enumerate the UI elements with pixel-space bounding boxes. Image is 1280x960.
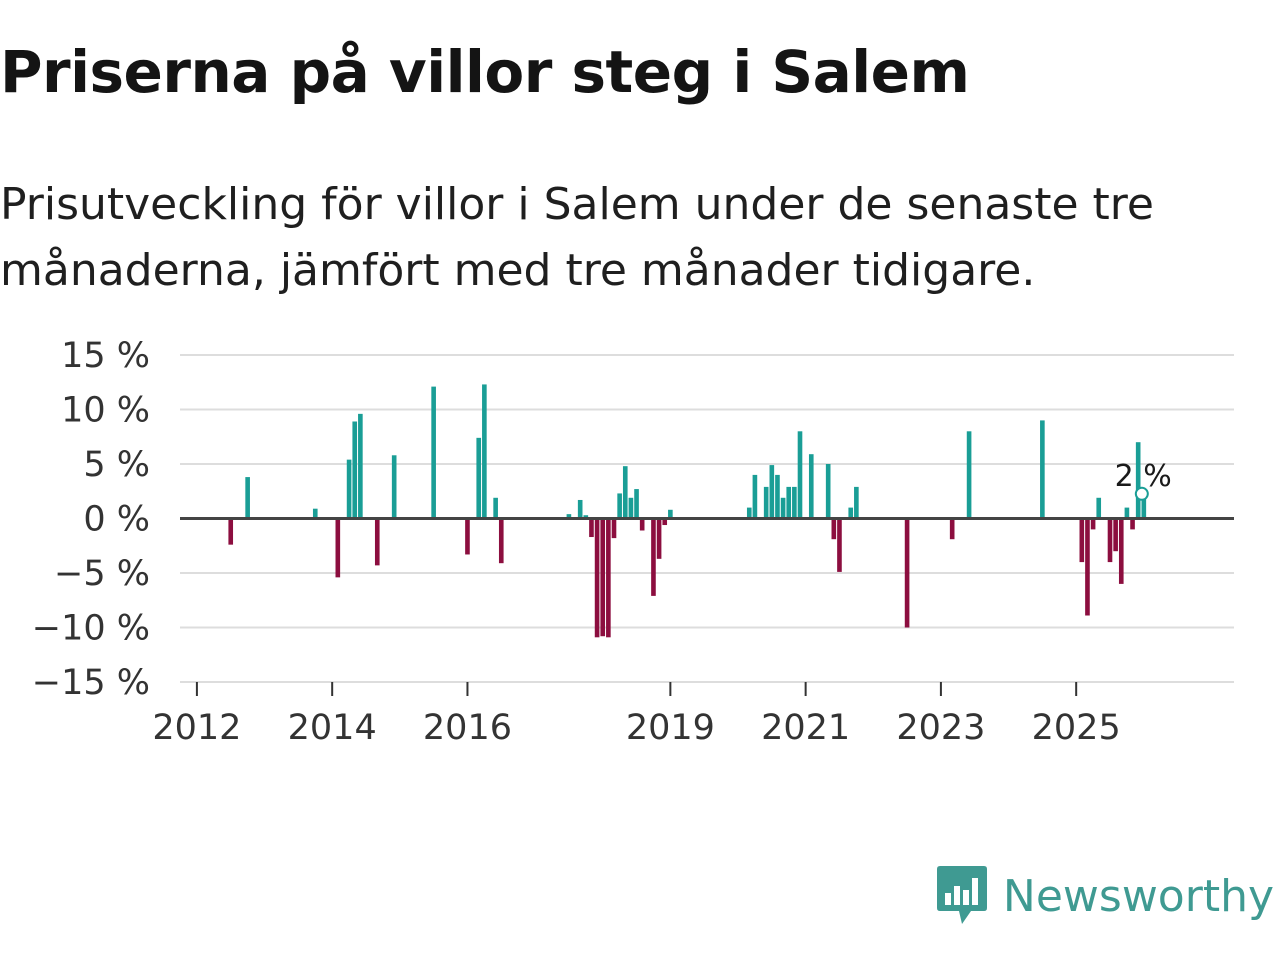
bar bbox=[335, 518, 341, 578]
bar bbox=[606, 518, 611, 638]
y-tick-label: −15 % bbox=[32, 663, 150, 703]
bar bbox=[622, 466, 628, 519]
bar bbox=[589, 518, 594, 538]
bar bbox=[854, 486, 859, 519]
bars bbox=[228, 384, 1147, 638]
bar bbox=[831, 518, 837, 540]
x-tick-label: 2025 bbox=[1032, 708, 1121, 748]
bar bbox=[628, 497, 634, 519]
bar bbox=[498, 518, 504, 564]
bar bbox=[566, 514, 572, 519]
bar bbox=[1079, 518, 1085, 563]
bar bbox=[966, 431, 972, 519]
newsworthy-logo-icon bbox=[936, 866, 987, 924]
bar bbox=[583, 515, 589, 519]
brand-name: Newsworthy bbox=[1002, 870, 1274, 922]
bar bbox=[746, 507, 752, 519]
x-tick-label: 2021 bbox=[761, 708, 850, 748]
bar bbox=[786, 486, 792, 519]
bar bbox=[797, 431, 803, 519]
bar bbox=[465, 518, 470, 555]
bar bbox=[792, 486, 797, 519]
y-tick-label: 10 % bbox=[61, 391, 150, 431]
bar bbox=[949, 518, 955, 540]
bar bbox=[651, 518, 656, 596]
bar bbox=[1118, 518, 1124, 584]
bar bbox=[493, 497, 498, 519]
bar bbox=[1090, 518, 1096, 530]
x-tick-label: 2019 bbox=[626, 708, 715, 748]
bar bbox=[634, 489, 639, 519]
bar bbox=[1130, 518, 1135, 530]
chart-subtitle: Prisutveckling för villor i Salem under … bbox=[0, 179, 1154, 296]
bar bbox=[1113, 518, 1118, 552]
y-tick-label: 0 % bbox=[83, 500, 150, 540]
bar bbox=[476, 437, 482, 519]
y-tick-label: 5 % bbox=[83, 445, 150, 485]
bar bbox=[769, 465, 775, 519]
bar bbox=[358, 413, 363, 519]
bar bbox=[617, 493, 622, 519]
bar bbox=[352, 421, 358, 519]
bar bbox=[611, 518, 617, 539]
bar bbox=[662, 518, 668, 526]
y-tick-label: −10 % bbox=[32, 609, 150, 649]
bar bbox=[775, 474, 780, 519]
bar bbox=[1096, 497, 1102, 519]
y-tick-label: −5 % bbox=[54, 554, 150, 594]
bar bbox=[808, 454, 814, 519]
bar bbox=[752, 474, 758, 519]
bar bbox=[594, 518, 600, 638]
bar bbox=[848, 507, 854, 519]
bar bbox=[763, 486, 769, 519]
bar bbox=[1040, 420, 1045, 519]
bar bbox=[639, 518, 645, 531]
bar bbox=[600, 518, 606, 637]
bar bbox=[1135, 442, 1141, 519]
bar bbox=[780, 497, 786, 519]
x-tick-label: 2016 bbox=[423, 708, 512, 748]
bar-chart: 15 % 10 % 5 % 0 % −5 % −10 % −15 %2012 2014 2016… bbox=[32, 336, 1234, 748]
bar bbox=[482, 384, 487, 519]
x-tick-label: 2023 bbox=[896, 708, 985, 748]
bar bbox=[228, 518, 234, 545]
bar bbox=[577, 499, 583, 519]
bar bbox=[668, 509, 673, 519]
labels: 15 % 10 % 5 % 0 % −5 % −10 % −15 %2012 2014 2016… bbox=[32, 336, 1172, 748]
x-tick-label: 2014 bbox=[288, 708, 377, 748]
axes bbox=[180, 517, 1234, 696]
bar bbox=[431, 386, 436, 519]
bar bbox=[1085, 518, 1090, 616]
brand-logo: Newsworthy bbox=[936, 866, 1274, 926]
bar bbox=[1141, 497, 1147, 519]
chart-title: Priserna på villor steg i Salem bbox=[0, 38, 970, 106]
latest-value-label: 2 % bbox=[1115, 459, 1172, 494]
bar bbox=[245, 477, 250, 519]
bar bbox=[656, 518, 662, 559]
bar bbox=[346, 459, 352, 519]
y-tick-label: 15 % bbox=[61, 336, 150, 376]
bar bbox=[1124, 507, 1130, 519]
bar bbox=[825, 464, 831, 519]
bar bbox=[837, 518, 842, 572]
bar bbox=[391, 455, 397, 519]
latest-value-marker bbox=[1134, 486, 1149, 501]
bar bbox=[374, 518, 380, 566]
bar bbox=[312, 508, 318, 519]
x-tick-label: 2012 bbox=[152, 708, 241, 748]
bar bbox=[1107, 518, 1113, 563]
bar bbox=[904, 518, 910, 628]
